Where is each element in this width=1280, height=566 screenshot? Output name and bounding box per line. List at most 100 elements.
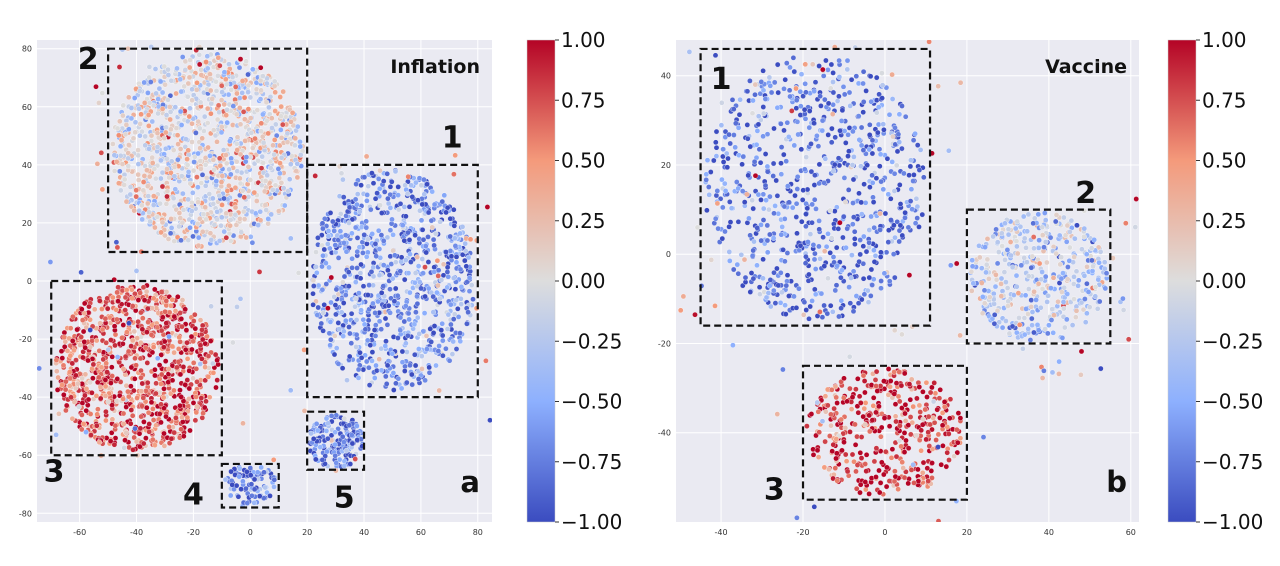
scatter-point xyxy=(219,214,225,221)
scatter-point xyxy=(315,235,321,241)
scatter-point xyxy=(732,144,738,151)
scatter-point xyxy=(186,396,192,402)
scatter-point xyxy=(425,259,432,265)
scatter-point xyxy=(870,199,877,205)
scatter-point xyxy=(214,357,220,364)
scatter-point xyxy=(1056,232,1063,239)
scatter-point xyxy=(1067,244,1073,251)
scatter-point xyxy=(145,319,151,325)
scatter-point xyxy=(155,96,161,102)
scatter-point xyxy=(458,296,464,302)
scatter-point xyxy=(421,310,428,316)
scatter-point xyxy=(383,373,389,380)
scatter-point xyxy=(735,185,741,192)
scatter-point xyxy=(163,298,170,304)
scatter-point xyxy=(427,326,433,332)
scatter-point xyxy=(138,413,144,420)
scatter-point xyxy=(1026,286,1032,292)
scatter-point xyxy=(760,133,766,140)
scatter-point xyxy=(137,425,144,432)
scatter-point xyxy=(254,469,261,476)
scatter-point xyxy=(825,231,831,237)
scatter-point xyxy=(117,152,124,159)
scatter-point xyxy=(186,64,193,71)
scatter-point xyxy=(873,74,880,81)
scatter-point xyxy=(226,61,232,67)
scatter-point xyxy=(192,325,199,332)
scatter-point xyxy=(131,328,138,335)
scatter-point xyxy=(97,384,104,390)
scatter-point xyxy=(238,486,244,492)
scatter-point xyxy=(148,79,154,85)
scatter-point xyxy=(123,430,129,436)
scatter-point xyxy=(755,121,762,128)
scatter-point xyxy=(172,186,179,192)
scatter-point xyxy=(908,157,914,163)
scatter-point xyxy=(241,94,248,101)
scatter-point xyxy=(142,344,149,351)
scatter-point xyxy=(408,259,414,265)
scatter-point xyxy=(722,188,729,194)
scatter-point xyxy=(843,140,849,146)
scatter-point xyxy=(878,278,884,284)
scatter-point xyxy=(208,100,215,107)
scatter-point xyxy=(991,312,998,318)
scatter-point xyxy=(139,403,145,409)
scatter-point xyxy=(161,430,167,437)
scatter-point xyxy=(236,64,243,71)
scatter-point xyxy=(844,225,850,232)
scatter-point xyxy=(450,338,456,345)
scatter-point xyxy=(61,392,67,398)
scatter-point xyxy=(720,204,726,211)
scatter-point xyxy=(1082,296,1088,302)
scatter-point xyxy=(803,253,809,260)
scatter-point xyxy=(389,179,395,185)
scatter-point xyxy=(378,326,384,332)
scatter-point xyxy=(186,74,193,81)
scatter-point xyxy=(861,405,868,412)
scatter-point xyxy=(82,392,88,399)
scatter-point xyxy=(265,216,271,222)
scatter-point xyxy=(836,57,842,64)
scatter-point xyxy=(385,302,392,309)
scatter-point xyxy=(370,180,377,186)
scatter-point xyxy=(987,294,993,300)
scatter-point xyxy=(378,367,385,374)
scatter-point xyxy=(175,141,181,147)
scatter-point xyxy=(128,105,135,111)
scatter-point xyxy=(1004,247,1011,253)
scatter-point xyxy=(197,215,203,222)
scatter-point xyxy=(435,267,442,273)
scatter-point xyxy=(156,362,163,368)
y-tick-label: 40 xyxy=(22,161,32,170)
scatter-point xyxy=(339,433,346,440)
scatter-point xyxy=(108,430,115,436)
scatter-point xyxy=(365,183,372,189)
scatter-point xyxy=(946,431,952,437)
scatter-point xyxy=(1020,213,1027,220)
scatter-point xyxy=(83,386,90,392)
scatter-point xyxy=(346,204,353,211)
scatter-point xyxy=(271,78,278,85)
scatter-point xyxy=(737,96,743,103)
scatter-points xyxy=(37,44,492,509)
scatter-point xyxy=(321,302,327,308)
scatter-point xyxy=(1044,259,1050,266)
scatter-point xyxy=(432,230,439,237)
scatter-point xyxy=(203,59,209,65)
scatter-point xyxy=(1015,290,1022,296)
scatter-point xyxy=(137,355,144,362)
scatter-point xyxy=(794,230,800,237)
scatter-point xyxy=(1021,315,1028,321)
scatter-point xyxy=(206,191,213,197)
scatter-point xyxy=(731,106,737,112)
y-tick-label: -60 xyxy=(19,451,32,460)
scatter-point xyxy=(189,139,195,145)
scatter-point xyxy=(791,142,798,149)
scatter-point xyxy=(265,220,271,227)
scatter-point xyxy=(149,160,156,166)
scatter-point xyxy=(164,166,170,172)
scatter-point xyxy=(201,128,207,134)
scatter-point xyxy=(415,263,422,269)
scatter-point xyxy=(133,193,139,200)
